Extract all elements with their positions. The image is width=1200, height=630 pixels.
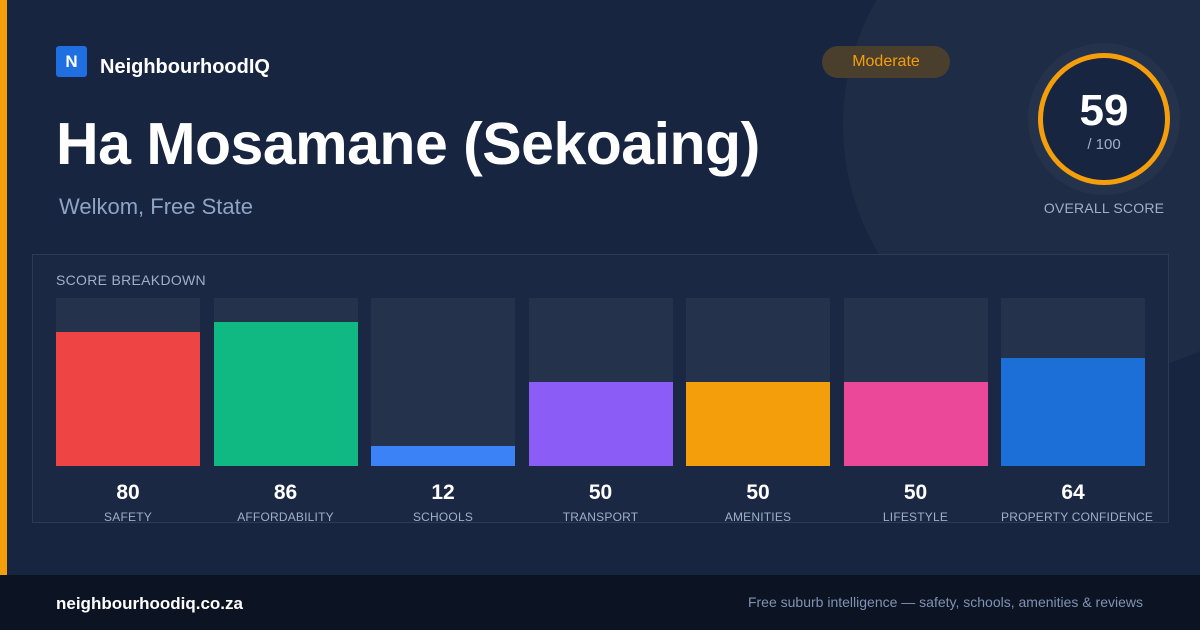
score-bar-transport: 50 TRANSPORT: [528, 298, 673, 524]
overall-score-max: / 100: [1087, 136, 1121, 153]
bar-fill: [213, 321, 358, 466]
score-bar-safety: 80 SAFETY: [56, 298, 200, 524]
score-bar-affordability: 86 AFFORDABILITY: [213, 298, 358, 524]
bar-track: [371, 298, 515, 466]
score-bar-schools: 12 SCHOOLS: [371, 298, 515, 524]
bar-value: 50: [903, 481, 928, 504]
overall-score-ring: 59 / 100: [1028, 43, 1180, 195]
share-card: N NeighbourhoodIQ Ha Mosamane (Sekoaing)…: [0, 0, 1180, 575]
bar-label: TRANSPORT: [562, 510, 639, 524]
bar-fill: [371, 445, 515, 466]
overall-score-inner: 59 / 100: [1038, 53, 1170, 185]
bar-value: 80: [116, 481, 140, 504]
bar-label: AMENITIES: [724, 510, 792, 524]
bar-label: SAFETY: [104, 510, 152, 524]
bar-fill: [1001, 358, 1145, 466]
footer: neighbourhoodiq.co.za Free suburb intell…: [0, 575, 1200, 630]
bar-label: PROPERTY CONFIDENCE: [1001, 510, 1154, 524]
suburb-title: Ha Mosamane (Sekoaing): [56, 111, 760, 177]
bar-fill: [528, 382, 673, 466]
bar-label: SCHOOLS: [412, 510, 474, 524]
bar-fill: [843, 382, 988, 466]
bar-track: [528, 298, 673, 466]
bar-label: LIFESTYLE: [882, 510, 949, 524]
score-bar-lifestyle: 50 LIFESTYLE: [843, 298, 988, 524]
overall-score-caption: OVERALL SCORE: [1043, 200, 1165, 216]
bar-value: 50: [588, 481, 613, 504]
rating-badge: Moderate: [822, 46, 950, 78]
accent-bar: [0, 0, 7, 575]
bar-track: [213, 298, 358, 466]
brand-name: NeighbourhoodIQ: [100, 56, 270, 78]
bar-value: 64: [1061, 481, 1085, 504]
bar-track: [686, 298, 830, 466]
bar-value: 86: [273, 481, 298, 504]
breakdown-title: SCORE BREAKDOWN: [56, 272, 206, 288]
bar-track: [1001, 298, 1145, 466]
bar-fill: [56, 331, 200, 466]
bar-track: [843, 298, 988, 466]
brand[interactable]: N NeighbourhoodIQ: [56, 46, 270, 78]
bar-fill: [686, 382, 830, 466]
bar-value: 50: [746, 481, 770, 504]
footer-domain-link[interactable]: neighbourhoodiq.co.za: [56, 594, 243, 613]
bar-value: 12: [431, 481, 455, 504]
bar-track: [56, 298, 200, 466]
score-bar-amenities: 50 AMENITIES: [686, 298, 830, 524]
brand-logo-icon: N: [56, 46, 87, 77]
score-breakdown-panel: SCORE BREAKDOWN 80 SAFETY 86 AFFORDABILITY 1…: [32, 254, 1169, 524]
suburb-location: Welkom, Free State: [59, 194, 253, 219]
score-bar-property-confidence: 64 PROPERTY CONFIDENCE: [1001, 298, 1154, 524]
overall-score-value: 59: [1079, 86, 1129, 135]
bar-label: AFFORDABILITY: [237, 510, 334, 524]
footer-tagline: Free suburb intelligence — safety, schoo…: [747, 594, 1143, 610]
